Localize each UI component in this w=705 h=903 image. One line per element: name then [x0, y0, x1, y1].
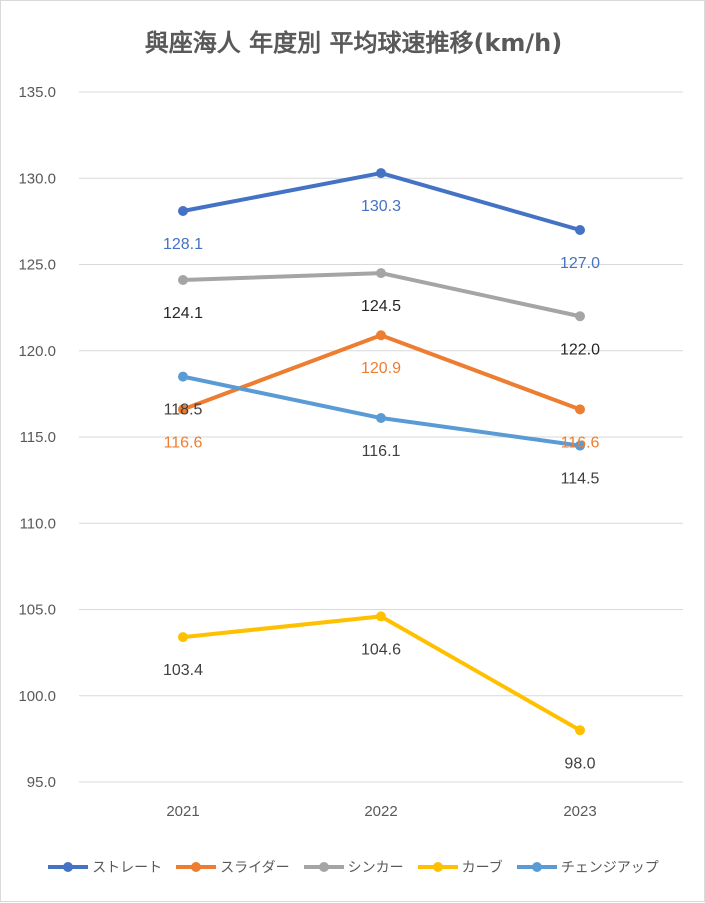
data-label: 118.5	[164, 402, 203, 419]
legend-item: カーブ	[417, 857, 503, 877]
y-tick-label: 110.0	[20, 515, 56, 532]
series-line	[182, 614, 581, 732]
y-tick-label: 135.0	[18, 84, 56, 101]
legend-swatch	[417, 861, 458, 873]
data-point	[376, 611, 386, 622]
y-tick-label: 100.0	[18, 688, 56, 705]
data-label: 120.9	[361, 360, 401, 377]
data-point	[575, 404, 585, 415]
legend-swatch	[303, 861, 344, 873]
data-label: 116.6	[561, 434, 600, 451]
y-tick-label: 95.0	[27, 774, 56, 791]
x-tick-label: 2021	[166, 803, 199, 820]
chart-legend: ストレート スライダー シンカー カーブ チェンジアップ	[1, 854, 705, 880]
legend-item: シンカー	[303, 857, 404, 877]
data-point	[376, 168, 386, 179]
data-label: 124.5	[361, 298, 401, 315]
y-tick-label: 125.0	[18, 257, 56, 274]
data-label: 127.0	[560, 255, 600, 272]
data-label: 124.1	[163, 305, 203, 322]
data-label: 122.0	[560, 341, 600, 358]
data-point	[178, 275, 188, 286]
legend-label: カーブ	[461, 860, 503, 876]
data-point	[376, 413, 386, 424]
y-tick-label: 130.0	[18, 170, 56, 187]
data-label: 98.0	[564, 755, 595, 772]
data-point	[575, 225, 585, 235]
chart-title: 與座海人 年度別 平均球速推移(km/h)	[144, 29, 563, 57]
data-point	[575, 311, 585, 322]
legend-item: チェンジアップ	[516, 857, 659, 877]
data-point	[178, 371, 188, 382]
data-point	[376, 268, 386, 279]
legend-item: ストレート	[48, 857, 162, 877]
legend-label: スライダー	[220, 860, 290, 876]
data-label: 116.1	[362, 443, 401, 460]
data-label: 114.5	[561, 471, 600, 488]
legend-label: ストレート	[92, 860, 163, 876]
y-tick-label: 105.0	[18, 602, 56, 619]
data-point	[178, 206, 188, 217]
y-tick-label: 120.0	[18, 343, 56, 360]
x-tick-label: 2023	[563, 803, 596, 820]
data-point	[575, 725, 585, 736]
data-label: 116.6	[164, 434, 203, 451]
data-point	[376, 330, 386, 341]
data-point	[575, 440, 585, 451]
data-point	[178, 632, 188, 643]
data-point	[178, 404, 188, 415]
data-label: 103.4	[163, 662, 203, 679]
legend-label: チェンジアップ	[560, 860, 659, 876]
data-label: 128.1	[163, 236, 203, 253]
x-tick-label: 2022	[364, 803, 397, 820]
legend-swatch	[48, 861, 89, 873]
legend-swatch	[516, 861, 557, 873]
y-tick-label: 115.0	[20, 429, 56, 446]
data-label: 130.3	[361, 198, 401, 215]
data-label: 104.6	[361, 641, 401, 658]
legend-item: スライダー	[176, 857, 290, 877]
legend-label: シンカー	[347, 860, 404, 876]
legend-swatch	[176, 861, 217, 873]
